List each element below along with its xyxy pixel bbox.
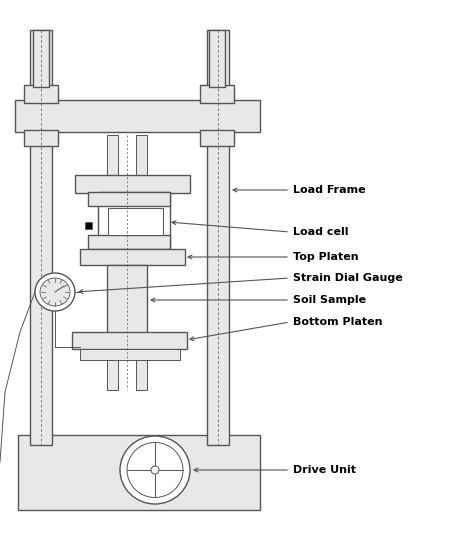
Text: Load Frame: Load Frame bbox=[293, 185, 365, 195]
Bar bbox=[209, 30, 225, 87]
Text: Strain Dial Gauge: Strain Dial Gauge bbox=[293, 273, 403, 283]
Bar bbox=[15, 100, 260, 132]
Bar bbox=[18, 435, 260, 510]
Text: Bottom Platen: Bottom Platen bbox=[293, 317, 383, 327]
Bar bbox=[75, 175, 190, 193]
Bar bbox=[85, 222, 92, 229]
Bar bbox=[88, 192, 170, 206]
Bar bbox=[98, 192, 170, 249]
Bar bbox=[207, 30, 229, 445]
Bar bbox=[80, 249, 185, 265]
Text: Top Platen: Top Platen bbox=[293, 252, 359, 262]
Bar bbox=[200, 85, 234, 103]
Text: Load cell: Load cell bbox=[293, 227, 348, 237]
Bar bbox=[108, 208, 163, 235]
Ellipse shape bbox=[40, 278, 70, 306]
Bar bbox=[24, 130, 58, 146]
Bar bbox=[30, 30, 52, 445]
Text: Drive Unit: Drive Unit bbox=[293, 465, 356, 475]
Bar bbox=[80, 349, 180, 360]
Bar bbox=[88, 235, 170, 249]
Bar bbox=[200, 130, 234, 146]
Ellipse shape bbox=[35, 273, 75, 311]
Ellipse shape bbox=[151, 466, 159, 474]
Bar bbox=[24, 85, 58, 103]
Text: Soil Sample: Soil Sample bbox=[293, 295, 366, 305]
Bar bbox=[107, 135, 118, 390]
Ellipse shape bbox=[120, 436, 190, 504]
Bar bbox=[107, 265, 147, 335]
Bar bbox=[72, 332, 187, 349]
Bar bbox=[136, 135, 147, 390]
Bar bbox=[33, 30, 49, 87]
